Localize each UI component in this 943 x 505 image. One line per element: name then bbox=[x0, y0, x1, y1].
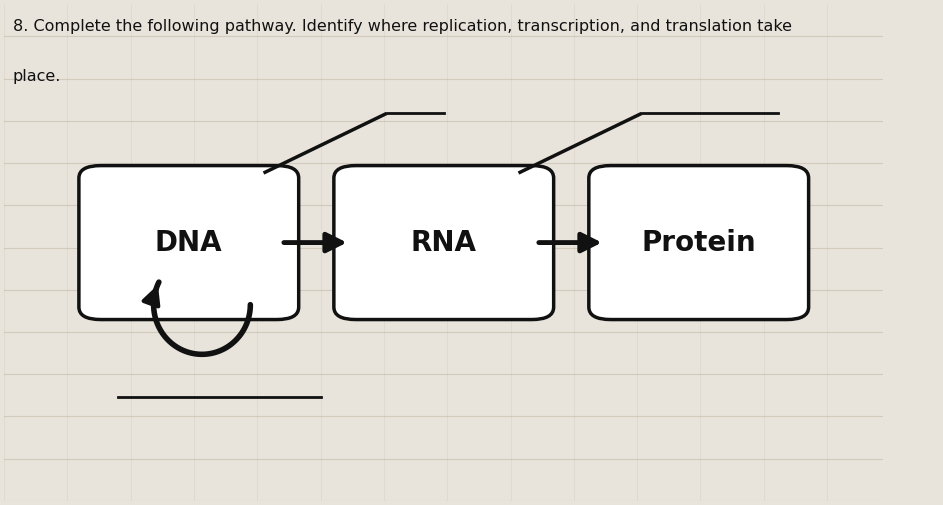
FancyBboxPatch shape bbox=[334, 166, 554, 320]
FancyBboxPatch shape bbox=[588, 166, 808, 320]
Text: RNA: RNA bbox=[411, 229, 477, 257]
Text: DNA: DNA bbox=[155, 229, 223, 257]
FancyBboxPatch shape bbox=[79, 166, 299, 320]
Text: place.: place. bbox=[13, 69, 61, 84]
Text: Protein: Protein bbox=[641, 229, 756, 257]
Text: 8. Complete the following pathway. Identify where replication, transcription, an: 8. Complete the following pathway. Ident… bbox=[13, 19, 792, 34]
